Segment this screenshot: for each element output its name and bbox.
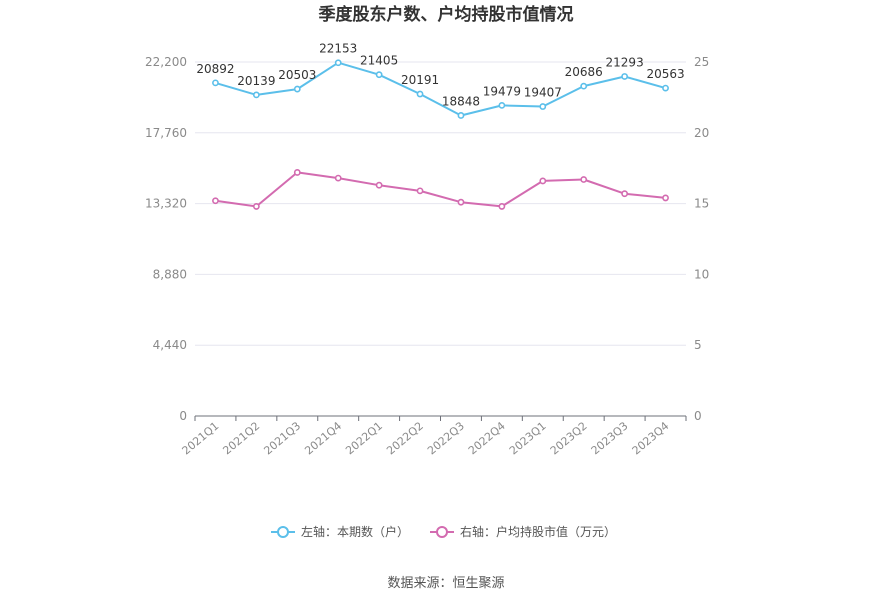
series-1-point <box>539 103 547 110</box>
right-axis-tick-label: 10 <box>694 267 709 281</box>
legend-label: 左轴：本期数（户） <box>301 524 409 539</box>
x-axis-tick-label: 2023Q2 <box>548 419 590 457</box>
legend-marker <box>436 526 448 538</box>
series-2-point <box>539 177 547 185</box>
x-axis-tick-label: 2021Q2 <box>221 419 263 457</box>
data-label: 22153 <box>319 42 357 56</box>
series-line-1 <box>215 61 666 117</box>
legend[interactable]: 左轴：本期数（户） 右轴：户均持股市值（万元） <box>271 524 616 539</box>
series-line-2 <box>215 171 666 208</box>
left-axis-tick-label: 0 <box>179 409 187 423</box>
x-axis-tick-label: 2022Q3 <box>425 419 467 457</box>
data-label: 20191 <box>401 73 439 87</box>
series-2-point <box>580 176 588 183</box>
right-axis-tick-label: 5 <box>694 338 702 352</box>
legend-marker <box>277 526 289 538</box>
series-2-point <box>293 169 301 176</box>
left-axis-tick-label: 4,440 <box>153 338 187 352</box>
data-label: 21405 <box>360 54 398 68</box>
x-axis-tick-label: 2023Q3 <box>589 419 631 457</box>
left-axis-tick-label: 8,880 <box>153 267 187 281</box>
left-axis-tick-label: 22,200 <box>145 55 187 69</box>
gridlines <box>195 61 686 346</box>
series-1-point <box>252 91 260 99</box>
series-1-point <box>375 71 383 79</box>
series-2-point <box>498 203 506 210</box>
chart-title: 季度股东户数、户均持股市值情况 <box>319 4 574 25</box>
x-axis-tick-label: 2021Q1 <box>180 419 222 457</box>
right-axis-tick-label: 20 <box>694 126 709 140</box>
series-1-point <box>457 112 465 119</box>
series-1-point <box>621 73 629 80</box>
axes: 0 4,440 8,880 13,320 17,760 22,200 0 5 10 15 20 25 2… <box>145 55 709 457</box>
x-axis-tick-label: 2022Q4 <box>466 419 508 457</box>
right-axis-tick-label: 15 <box>694 197 709 211</box>
right-axis-tick-label: 25 <box>694 55 709 69</box>
series-1-point <box>334 59 342 67</box>
left-axis-tick-label: 17,760 <box>145 126 187 140</box>
x-axis-tick-label: 2023Q1 <box>507 419 549 457</box>
series-1-point <box>212 79 219 87</box>
data-label: 20563 <box>646 67 684 81</box>
series-2-point <box>252 203 260 210</box>
right-axis-tick-label: 0 <box>694 409 702 423</box>
data-label: 19407 <box>524 86 562 100</box>
data-label: 19479 <box>483 84 521 98</box>
series-1-point <box>498 101 506 109</box>
series-1-point <box>662 84 669 92</box>
x-axis-tick-label: 2021Q3 <box>261 419 303 457</box>
series-1-point <box>293 85 301 93</box>
data-label: 18848 <box>442 94 480 108</box>
legend-label: 右轴：户均持股市值（万元） <box>460 524 616 539</box>
series-2-point <box>621 190 629 198</box>
series-1-point <box>580 82 588 90</box>
series-2-point <box>334 174 342 182</box>
x-axis-tick-label: 2022Q1 <box>343 419 385 457</box>
data-label: 20139 <box>237 74 275 88</box>
data-label: 20686 <box>565 65 603 79</box>
legend-item-2[interactable]: 右轴：户均持股市值（万元） <box>430 524 616 539</box>
data-label: 20503 <box>278 68 316 82</box>
series-2-point <box>662 194 669 202</box>
data-label: 20892 <box>196 62 234 76</box>
data-source: 数据来源：恒生聚源 <box>387 576 504 591</box>
series-1-point <box>416 90 424 98</box>
series-points <box>212 59 669 210</box>
series-2-point <box>375 181 383 189</box>
legend-item-1[interactable]: 左轴：本期数（户） <box>271 524 409 539</box>
x-axis-tick-label: 2023Q4 <box>630 419 672 457</box>
x-axis-tick-label: 2021Q4 <box>302 419 344 457</box>
series-2-point <box>212 197 219 205</box>
left-axis-tick-label: 13,320 <box>145 197 187 211</box>
series-2-point <box>416 187 424 195</box>
series-2-point <box>457 198 465 206</box>
data-label: 21293 <box>606 55 644 69</box>
series-lines <box>215 61 666 208</box>
x-axis-tick-label: 2022Q2 <box>384 419 426 457</box>
